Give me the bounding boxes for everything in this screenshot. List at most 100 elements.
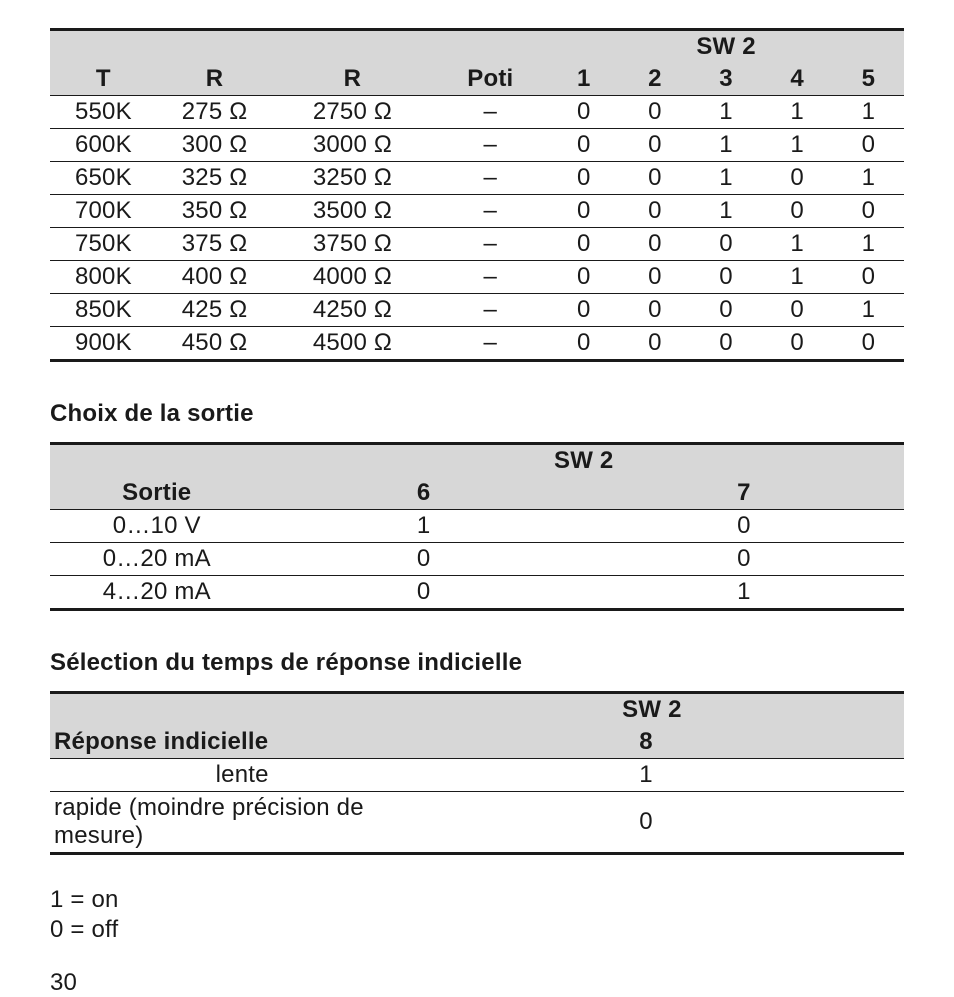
cell-s1: 0: [548, 129, 619, 162]
cell-response: rapide (moindre précision de mesure): [50, 792, 434, 854]
cell-s1: 0: [548, 294, 619, 327]
cell-s1: 0: [548, 228, 619, 261]
cell-poti: –: [433, 129, 549, 162]
cell-s5: 1: [833, 228, 904, 261]
cell-sortie: 4…20 mA: [50, 576, 264, 610]
table-row: 700K350 Ω3500 Ω–00100: [50, 195, 904, 228]
cell-s4: 1: [762, 96, 833, 129]
col-header-2: 2: [619, 63, 690, 96]
cell-s2: 0: [619, 228, 690, 261]
cell-r2: 3000 Ω: [272, 129, 432, 162]
col-header-6: 6: [264, 477, 584, 510]
cell-s2: 0: [619, 162, 690, 195]
cell-t: 900K: [50, 327, 157, 361]
cell-r1: 300 Ω: [157, 129, 273, 162]
cell-r2: 3750 Ω: [272, 228, 432, 261]
output-table: SW 2 Sortie 6 7 0…10 V100…20 mA004…20 mA…: [50, 442, 904, 611]
cell-r1: 325 Ω: [157, 162, 273, 195]
cell-poti: –: [433, 261, 549, 294]
response-table: SW 2 Réponse indicielle 8 lente1rapide (…: [50, 691, 904, 855]
cell-r2: 3250 Ω: [272, 162, 432, 195]
table-row: 4…20 mA01: [50, 576, 904, 610]
cell-poti: –: [433, 195, 549, 228]
cell-c7: 1: [584, 576, 904, 610]
cell-s3: 1: [690, 96, 761, 129]
cell-s4: 0: [762, 294, 833, 327]
cell-t: 600K: [50, 129, 157, 162]
cell-c7: 0: [584, 543, 904, 576]
cell-s5: 0: [833, 327, 904, 361]
cell-s2: 0: [619, 195, 690, 228]
cell-c7: 0: [584, 510, 904, 543]
cell-poti: –: [433, 228, 549, 261]
cell-sortie: 0…10 V: [50, 510, 264, 543]
cell-s2: 0: [619, 96, 690, 129]
cell-s3: 1: [690, 162, 761, 195]
cell-c6: 0: [264, 543, 584, 576]
cell-s4: 0: [762, 327, 833, 361]
cell-t: 800K: [50, 261, 157, 294]
table-row: 750K375 Ω3750 Ω–00011: [50, 228, 904, 261]
cell-t: 850K: [50, 294, 157, 327]
switch-table-1: SW 2 T R R Poti 1 2 3 4 5 550K275 Ω2750 …: [50, 28, 904, 362]
cell-s2: 0: [619, 129, 690, 162]
cell-t: 550K: [50, 96, 157, 129]
cell-s2: 0: [619, 261, 690, 294]
cell-s1: 0: [548, 195, 619, 228]
cell-s4: 0: [762, 162, 833, 195]
col-header-3: 3: [690, 63, 761, 96]
sw-group-header: SW 2: [434, 693, 904, 727]
cell-s3: 0: [690, 261, 761, 294]
cell-r1: 425 Ω: [157, 294, 273, 327]
cell-poti: –: [433, 294, 549, 327]
cell-t: 750K: [50, 228, 157, 261]
col-header-response: Réponse indicielle: [50, 726, 434, 759]
table-row: 650K325 Ω3250 Ω–00101: [50, 162, 904, 195]
cell-s5: 0: [833, 129, 904, 162]
col-header-4: 4: [762, 63, 833, 96]
cell-c6: 0: [264, 576, 584, 610]
cell-r2: 3500 Ω: [272, 195, 432, 228]
table-row: 900K450 Ω4500 Ω–00000: [50, 327, 904, 361]
cell-s4: 0: [762, 195, 833, 228]
page-number: 30: [50, 969, 904, 997]
col-header-7: 7: [584, 477, 904, 510]
cell-s5: 0: [833, 195, 904, 228]
cell-s1: 0: [548, 162, 619, 195]
legend-on: 1 = on: [50, 885, 904, 915]
cell-s1: 0: [548, 96, 619, 129]
cell-t: 650K: [50, 162, 157, 195]
cell-s3: 0: [690, 294, 761, 327]
table-row: 0…20 mA00: [50, 543, 904, 576]
cell-s5: 1: [833, 294, 904, 327]
sw-group-header: SW 2: [264, 444, 905, 478]
col-header-8: 8: [434, 726, 904, 759]
table-row: rapide (moindre précision de mesure)0: [50, 792, 904, 854]
sw-group-header: SW 2: [548, 30, 904, 64]
cell-r1: 400 Ω: [157, 261, 273, 294]
cell-s2: 0: [619, 294, 690, 327]
col-header-t: T: [50, 63, 157, 96]
cell-s5: 0: [833, 261, 904, 294]
col-header-r2: R: [272, 63, 432, 96]
col-header-poti: Poti: [433, 63, 549, 96]
col-header-r1: R: [157, 63, 273, 96]
col-header-1: 1: [548, 63, 619, 96]
cell-8: 0: [434, 792, 904, 854]
cell-s1: 0: [548, 261, 619, 294]
cell-r2: 4500 Ω: [272, 327, 432, 361]
cell-8: 1: [434, 759, 904, 792]
table-row: 800K400 Ω4000 Ω–00010: [50, 261, 904, 294]
col-header-5: 5: [833, 63, 904, 96]
cell-s5: 1: [833, 96, 904, 129]
cell-r1: 275 Ω: [157, 96, 273, 129]
cell-s3: 0: [690, 327, 761, 361]
cell-s4: 1: [762, 261, 833, 294]
cell-s4: 1: [762, 129, 833, 162]
section-title-response: Sélection du temps de réponse indicielle: [50, 649, 904, 677]
legend-off: 0 = off: [50, 915, 904, 945]
cell-t: 700K: [50, 195, 157, 228]
cell-s3: 0: [690, 228, 761, 261]
col-header-sortie: Sortie: [50, 477, 264, 510]
cell-sortie: 0…20 mA: [50, 543, 264, 576]
